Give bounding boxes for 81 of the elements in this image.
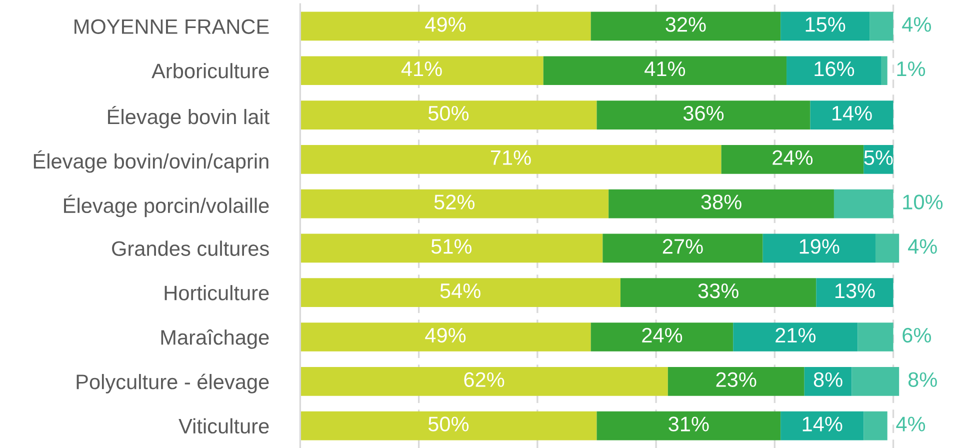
bar: [762, 234, 876, 263]
data-label: 49%: [425, 17, 466, 32]
bar: [300, 100, 597, 130]
y-tick-label: Élevage porcin/volaille: [64, 194, 269, 218]
bar: [590, 322, 734, 352]
y-tick-label: Maraîchage: [161, 329, 269, 349]
bar: [543, 56, 787, 86]
data-label: 4%: [902, 17, 931, 32]
bar: [590, 12, 781, 41]
data-label: 41%: [644, 62, 686, 76]
data-label: 36%: [683, 106, 724, 121]
data-label: 4%: [896, 416, 926, 432]
data-label: 8%: [814, 372, 842, 387]
data-label: 5%: [864, 150, 893, 166]
bar: [608, 189, 834, 218]
bar: [733, 322, 858, 352]
bar: [881, 56, 888, 86]
data-label: 38%: [701, 194, 742, 210]
data-label: 62%: [464, 372, 504, 387]
data-label: 50%: [428, 416, 469, 432]
bar: [300, 278, 620, 308]
y-tick-label: Élevage bovin/ovin/caprin: [34, 150, 268, 173]
data-label: 15%: [806, 17, 846, 32]
data-label: 27%: [662, 239, 703, 254]
data-label: 49%: [425, 328, 466, 343]
bar: [864, 411, 888, 440]
data-label: 14%: [832, 106, 872, 121]
bar: [810, 100, 894, 130]
bar: [668, 366, 804, 396]
data-label: 1%: [897, 62, 926, 76]
data-label: 24%: [772, 150, 813, 165]
bar: [721, 144, 864, 174]
bar: [780, 411, 864, 440]
bar: [596, 411, 781, 440]
data-label: 14%: [802, 416, 842, 432]
bar: [300, 366, 668, 396]
bar: [816, 278, 894, 308]
y-tick-label: Horticulture: [164, 285, 269, 300]
bar: [300, 322, 591, 352]
bar: [786, 56, 882, 86]
y-tick-label: Polyculture - élevage: [76, 374, 269, 394]
bar: [870, 12, 894, 41]
data-label: 32%: [666, 17, 706, 32]
bar: [300, 12, 591, 41]
y-tick-label: MOYENNE FRANCE: [74, 19, 269, 34]
bar: [834, 189, 894, 218]
data-label: 50%: [428, 106, 469, 121]
data-label: 10%: [903, 194, 943, 210]
data-label: 21%: [776, 328, 816, 343]
data-label: 71%: [490, 150, 531, 165]
data-label: 31%: [668, 416, 709, 432]
data-label: 51%: [431, 239, 472, 254]
y-tick-label: Viticulture: [178, 418, 269, 434]
data-label: 8%: [908, 372, 937, 387]
bar: [300, 189, 609, 218]
bar: [300, 144, 722, 174]
y-tick-label: Arboriculture: [152, 63, 269, 78]
bar: [620, 278, 816, 308]
bar: [804, 366, 852, 396]
data-label: 54%: [440, 284, 480, 298]
y-tick-label: Élevage bovin lait: [108, 106, 270, 128]
bar: [300, 411, 597, 440]
data-label: 6%: [902, 328, 931, 343]
bar: [596, 100, 810, 130]
bar: [602, 234, 763, 263]
bar: [780, 12, 870, 41]
data-label: 16%: [814, 61, 854, 76]
data-label: 33%: [698, 283, 738, 298]
bar: [300, 56, 544, 86]
data-label: 52%: [434, 194, 474, 210]
bar: [875, 234, 900, 263]
data-label: 24%: [642, 328, 682, 343]
data-label: 13%: [835, 283, 875, 298]
data-label: 41%: [401, 62, 442, 76]
bar: [300, 234, 603, 263]
data-label: 4%: [908, 239, 937, 254]
data-label: 19%: [800, 239, 840, 254]
data-label: 23%: [716, 372, 756, 387]
bar: [858, 322, 894, 352]
bar: [852, 366, 900, 396]
y-tick-label: Grandes cultures: [112, 240, 269, 256]
